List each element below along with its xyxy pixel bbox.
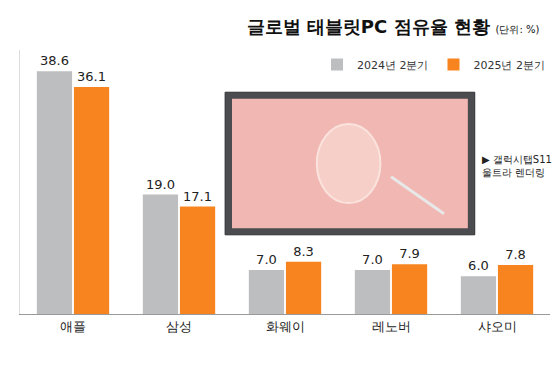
svg-text:애플: 애플 <box>60 319 86 334</box>
svg-text:7.9: 7.9 <box>399 246 420 261</box>
svg-text:삼성: 삼성 <box>166 319 192 334</box>
svg-text:36.1: 36.1 <box>77 69 106 84</box>
svg-text:7.0: 7.0 <box>256 252 277 267</box>
svg-text:7.8: 7.8 <box>505 247 526 262</box>
svg-text:샤오미: 샤오미 <box>478 319 517 334</box>
svg-text:17.1: 17.1 <box>183 189 212 204</box>
svg-text:7.0: 7.0 <box>362 252 383 267</box>
svg-text:6.0: 6.0 <box>468 258 489 273</box>
svg-text:글로벌 태블릿PC 점유율 현황 (단위: %): 글로벌 태블릿PC 점유율 현황 (단위: %) <box>247 16 540 37</box>
svg-text:8.3: 8.3 <box>293 244 314 259</box>
svg-text:▶ 갤럭시탭S11울트라 렌더링: ▶ 갤럭시탭S11울트라 렌더링 <box>482 154 552 178</box>
svg-text:2025년 2분기: 2025년 2분기 <box>474 59 546 72</box>
svg-text:화웨이: 화웨이 <box>266 319 305 334</box>
svg-text:19.0: 19.0 <box>146 177 175 192</box>
svg-text:38.6: 38.6 <box>40 53 69 68</box>
svg-text:2024년 2분기: 2024년 2분기 <box>357 59 429 72</box>
svg-text:레노버: 레노버 <box>372 319 411 334</box>
